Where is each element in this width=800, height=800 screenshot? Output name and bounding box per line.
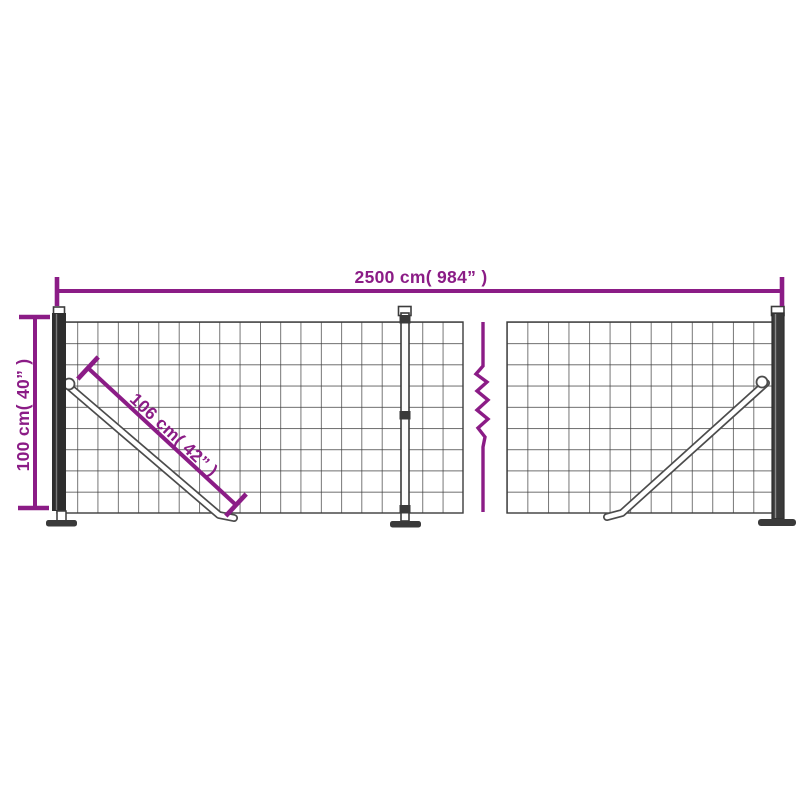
strut-body <box>63 381 237 521</box>
mesh-panel-right <box>506 321 775 514</box>
strut-dimension-line <box>86 366 238 507</box>
post-leg <box>56 510 67 522</box>
support-strut-right <box>603 375 770 521</box>
flange-foot-middle <box>390 521 421 528</box>
post-right <box>758 305 796 526</box>
post-left <box>46 306 77 527</box>
height-dimension-label: 100 cm( 40” ) <box>13 359 33 472</box>
post-body <box>771 312 785 520</box>
width-dimension: 2500 cm( 984” ) <box>54 267 785 306</box>
break-zigzag-line <box>473 322 491 512</box>
post-middle <box>390 305 421 528</box>
strut-dimension-cap-top <box>76 355 100 381</box>
post-clip-middle <box>399 411 411 420</box>
strut-clamp-right <box>755 375 769 389</box>
strut-body <box>604 380 769 520</box>
flange-foot-right <box>758 519 796 526</box>
support-strut-left <box>62 377 238 522</box>
mesh-panel-left <box>56 321 464 514</box>
post-body <box>52 313 66 511</box>
post-clip-top <box>399 315 411 324</box>
strut-dimension-cap-bottom <box>224 492 248 518</box>
width-dimension-label: 2500 cm( 984” ) <box>355 267 488 287</box>
post-clip-bottom <box>399 505 411 514</box>
height-dimension: 100 cm( 40” ) <box>13 314 50 511</box>
flange-foot-left <box>46 520 77 527</box>
